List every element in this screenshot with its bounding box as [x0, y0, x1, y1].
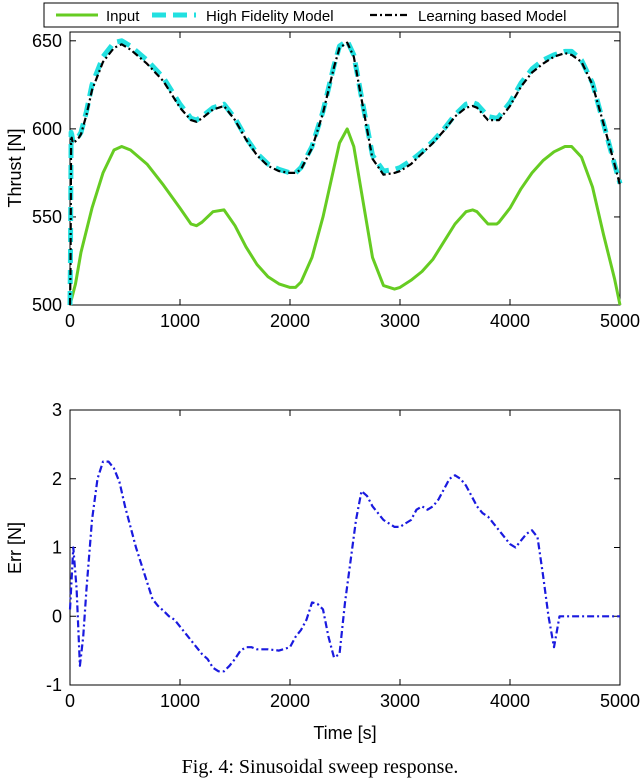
error-series: [68, 460, 620, 673]
error-ytick-label: 2: [52, 469, 62, 489]
thrust-ytick-label: 550: [32, 207, 62, 227]
error-ytick-label: -1: [46, 675, 62, 695]
thrust-ticks: 0 1000 2000 3000 4000 5000 500 550 600 650: [32, 31, 640, 331]
error-xtick-label: 3000: [380, 691, 420, 711]
thrust-ytick-label: 600: [32, 119, 62, 139]
thrust-ylabel: Thrust [N]: [5, 128, 25, 207]
legend-label-high-fidelity: High Fidelity Model: [206, 8, 334, 25]
thrust-xtick-label: 1000: [160, 311, 200, 331]
error-xtick-label: 2000: [270, 691, 310, 711]
thrust-ytick-label: 650: [32, 31, 62, 51]
thrust-ytick-label: 500: [32, 295, 62, 315]
error-xtick-label: 4000: [490, 691, 530, 711]
thrust-plot-area: [69, 31, 621, 306]
thrust-series-line-high-fidelity-model: [67, 38, 623, 306]
thrust-xtick-label: 4000: [490, 311, 530, 331]
legend-label-input: Input: [106, 8, 140, 25]
error-ytick-label: 1: [52, 538, 62, 558]
error-xtick-label: 5000: [600, 691, 640, 711]
thrust-xtick-label: 2000: [270, 311, 310, 331]
legend: Input High Fidelity Model Learning based…: [43, 2, 619, 28]
legend-box: [43, 2, 619, 28]
thrust-xtick-label: 3000: [380, 311, 420, 331]
thrust-chart: 0 1000 2000 3000 4000 5000 500 550 600 650 Thrust…: [5, 31, 640, 331]
figure-caption: Fig. 4: Sinusoidal sweep response.: [181, 756, 459, 778]
error-ylabel: Err [N]: [5, 522, 25, 574]
error-ytick-label: 0: [52, 606, 62, 626]
error-series-line-0: [68, 460, 620, 673]
thrust-xtick-label: 0: [65, 311, 75, 331]
legend-label-learning: Learning based Model: [418, 8, 566, 25]
error-plot-area: [69, 409, 621, 686]
error-xlabel: Time [s]: [313, 723, 376, 743]
error-xtick-label: 1000: [160, 691, 200, 711]
thrust-series: [67, 38, 623, 306]
thrust-series-line-input: [68, 127, 622, 306]
thrust-xtick-label: 5000: [600, 311, 640, 331]
thrust-series-line-learning-based-model: [68, 41, 622, 306]
error-ytick-label: 3: [52, 400, 62, 420]
error-xtick-label: 0: [65, 691, 75, 711]
